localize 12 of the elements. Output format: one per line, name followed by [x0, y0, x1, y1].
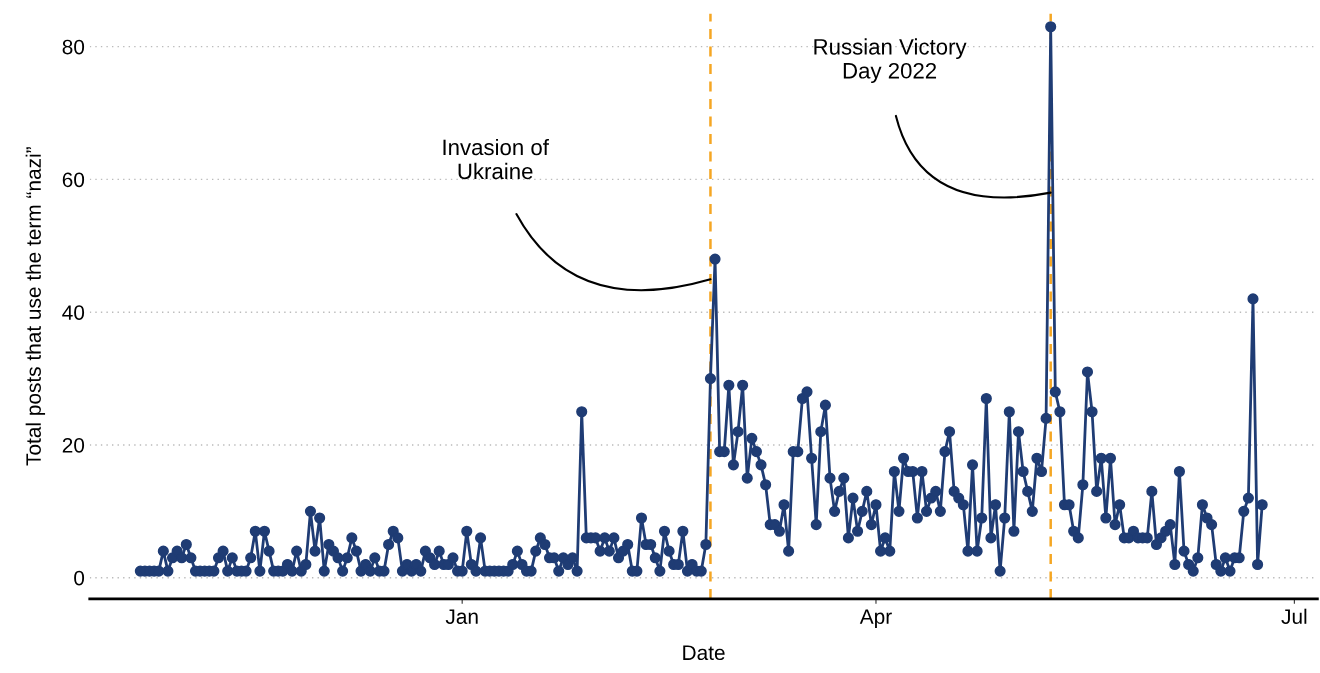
y-tick-label: 80: [62, 39, 85, 55]
y-tick-label: 60: [62, 172, 85, 188]
x-axis-title: Date: [683, 645, 725, 661]
y-axis-title: Total posts that use the term “nazi”: [25, 147, 46, 466]
y-tick-label: 20: [62, 437, 85, 453]
y-tick-label: 0: [74, 570, 85, 586]
annotation: Invasion of Ukraine: [443, 138, 549, 180]
annotation: Russian Victory Day 2022: [814, 38, 967, 84]
x-tick-label: Jul: [1281, 608, 1307, 624]
x-tick-label: Jan: [445, 609, 478, 624]
y-tick-label: 40: [62, 305, 85, 320]
x-tick-label: Apr: [859, 609, 892, 629]
